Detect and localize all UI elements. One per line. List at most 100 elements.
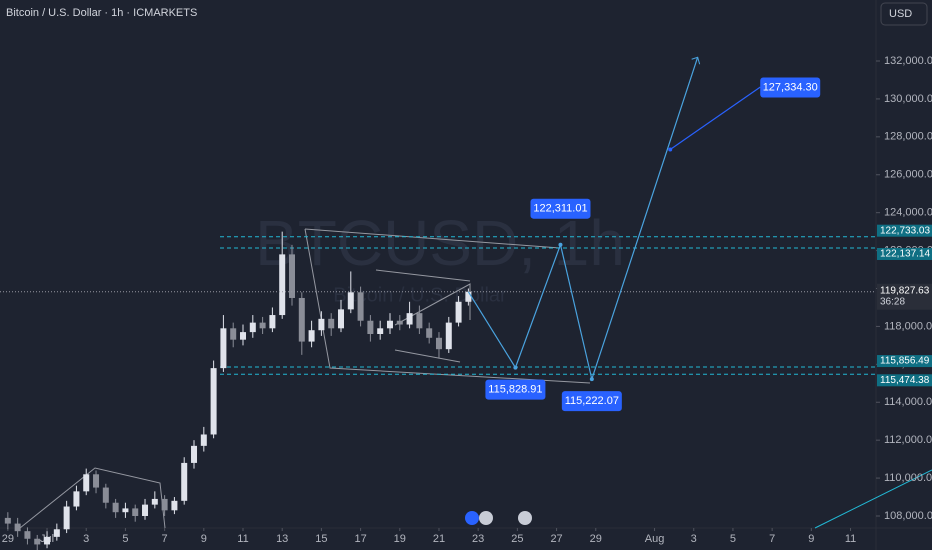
candle-body — [347, 292, 354, 310]
projection-point — [513, 365, 518, 370]
arrow-head — [691, 56, 701, 65]
candle-body — [328, 318, 335, 329]
candle-body — [122, 508, 129, 513]
y-tick-label: 114,000.00 — [884, 396, 932, 408]
level-label-box — [877, 355, 932, 368]
y-tick-label: 132,000.00 — [884, 55, 932, 67]
x-tick-label: 3 — [83, 533, 89, 545]
x-tick-label: 9 — [808, 533, 814, 545]
level-label: 122,137.14 — [880, 249, 930, 260]
candle-body — [102, 487, 109, 503]
candle-body — [210, 368, 217, 435]
candle-body — [269, 315, 276, 329]
y-tick-label: 124,000.00 — [884, 207, 932, 219]
x-tick-label: 19 — [394, 533, 406, 545]
price-label-box — [485, 379, 546, 400]
candle-body — [367, 320, 374, 335]
x-tick-label: 29 — [2, 533, 14, 545]
x-tick-label: 9 — [201, 533, 207, 545]
candle-body — [435, 337, 442, 350]
candle-body — [200, 434, 207, 446]
price-label: 122,311.01 — [533, 203, 587, 215]
candle-body — [249, 322, 256, 333]
candle-body — [406, 313, 413, 325]
candle-body — [279, 254, 286, 316]
price-label-box — [760, 77, 821, 98]
x-tick-label: 5 — [122, 533, 128, 545]
projection-point — [558, 242, 563, 247]
trend-line — [814, 469, 932, 529]
pattern-line — [375, 269, 471, 282]
projection-point — [589, 377, 594, 382]
candle-body — [53, 529, 60, 537]
countdown-label: 36:28 — [880, 296, 905, 307]
pattern-line — [394, 283, 471, 326]
current-price-label: 119,827.63 — [880, 285, 930, 296]
x-tick-label: 25 — [511, 533, 523, 545]
currency-label: USD — [889, 8, 912, 20]
candle-body — [240, 332, 247, 340]
candle-body — [455, 301, 462, 323]
level-label-box — [877, 224, 932, 237]
candle-body — [426, 328, 433, 338]
level-label: 115,856.49 — [880, 356, 930, 367]
candle-body — [181, 462, 188, 501]
candle-body — [289, 254, 295, 298]
x-tick-label: 13 — [276, 533, 288, 545]
y-tick-label: 110,000.00 — [884, 472, 932, 484]
currency-button[interactable] — [880, 2, 928, 26]
x-tick-label: 27 — [550, 533, 562, 545]
candle-body — [230, 328, 237, 340]
candle-body — [44, 536, 51, 545]
level-label: 122,733.03 — [880, 225, 930, 236]
pattern-line — [304, 228, 591, 384]
x-tick-label: 3 — [691, 533, 697, 545]
target-point — [668, 147, 673, 152]
y-tick-label: 126,000.00 — [884, 169, 932, 181]
y-tick-label: 118,000.00 — [884, 320, 932, 332]
x-tick-label: 15 — [315, 533, 327, 545]
y-tick-label: 112,000.00 — [884, 434, 932, 446]
candle-body — [14, 523, 21, 532]
candle-body — [93, 474, 100, 488]
candle-body — [259, 322, 266, 329]
price-label-box — [561, 391, 622, 412]
event-icon[interactable] — [479, 511, 493, 525]
candle-body — [161, 498, 168, 511]
candle-body — [445, 322, 452, 350]
candle-body — [24, 531, 31, 539]
watermark: BTCUSD, 1h — [255, 207, 625, 279]
candle-body — [386, 320, 393, 329]
price-label-box — [530, 198, 591, 219]
candle-body — [73, 491, 80, 507]
y-tick-label: 128,000.00 — [884, 131, 932, 143]
candle-body — [416, 313, 423, 329]
candle-body — [34, 538, 41, 545]
candle-body — [337, 309, 344, 329]
price-label: 115,222.07 — [565, 395, 619, 407]
candle-body — [132, 508, 139, 516]
candle-body — [396, 320, 403, 325]
price-label: 115,828.91 — [488, 383, 542, 395]
candle-body — [318, 318, 325, 331]
candle-body — [465, 291, 472, 302]
event-icon[interactable] — [518, 511, 532, 525]
price-label: 127,334.30 — [763, 81, 818, 93]
x-tick-label: 29 — [590, 533, 602, 545]
candle-body — [220, 328, 227, 369]
event-icon[interactable] — [465, 511, 479, 525]
x-tick-label: 17 — [354, 533, 366, 545]
x-tick-label: 11 — [845, 533, 856, 545]
candle-body — [151, 498, 158, 505]
candle-body — [298, 297, 305, 342]
x-tick-label: 5 — [730, 533, 736, 545]
x-tick-label: 7 — [162, 533, 168, 545]
level-label-box — [877, 374, 932, 387]
candle-body — [191, 445, 198, 463]
x-tick-label: 23 — [472, 533, 484, 545]
watermark-subtitle: Bitcoin / U.S. Dollar — [333, 284, 507, 306]
x-tick-label: 21 — [433, 533, 445, 545]
current-price-box — [877, 283, 932, 310]
